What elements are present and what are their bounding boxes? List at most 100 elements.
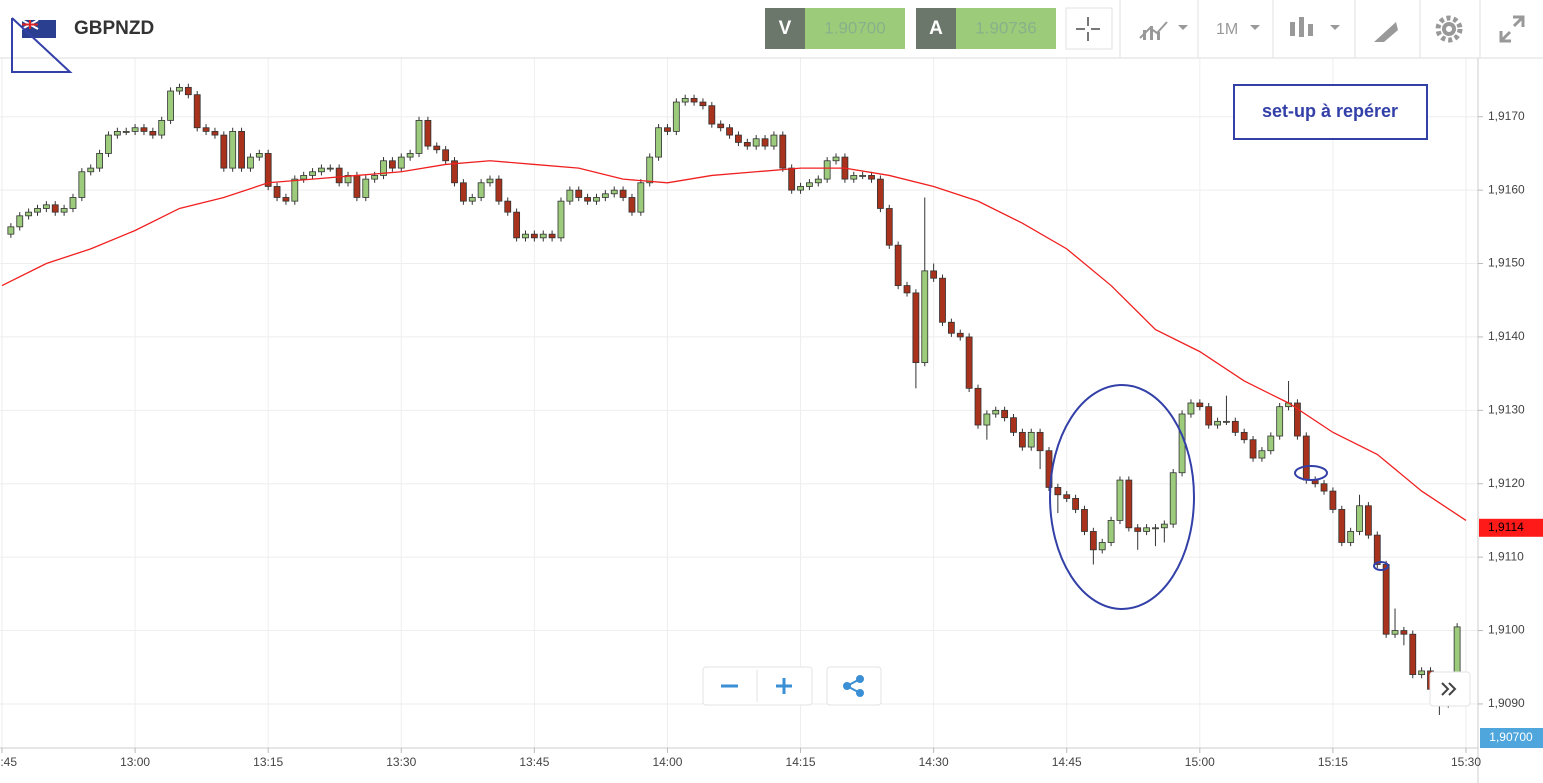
candle-body xyxy=(601,193,609,198)
scroll-right-button[interactable] xyxy=(1429,671,1471,707)
candle-body xyxy=(1116,479,1124,521)
candle-body xyxy=(69,197,77,209)
candle-body xyxy=(1382,564,1390,635)
indicators-button[interactable] xyxy=(1290,17,1340,37)
candle-body xyxy=(939,277,946,323)
candle-body xyxy=(291,178,299,202)
candle-body xyxy=(51,204,59,213)
candle-body xyxy=(1258,450,1266,459)
buy-button[interactable]: A 1.90736 xyxy=(916,8,1056,49)
candle-body xyxy=(158,119,166,136)
candle-body xyxy=(388,160,396,169)
candle-body xyxy=(96,153,103,169)
candle-body xyxy=(912,292,920,364)
zoom-in-button[interactable] xyxy=(776,678,792,694)
candle-body xyxy=(255,153,263,158)
candle-body xyxy=(176,86,183,92)
x-tick-label: 13:45 xyxy=(519,755,549,769)
candle-body xyxy=(956,332,964,338)
sell-button[interactable]: V 1.90700 xyxy=(765,8,905,49)
candle-body xyxy=(664,127,671,132)
x-tick-label: 14:00 xyxy=(652,755,682,769)
candle-body xyxy=(7,226,15,235)
candle-body xyxy=(1196,402,1204,408)
candle-body xyxy=(699,101,707,107)
candle-body xyxy=(504,200,512,213)
candle-body xyxy=(442,149,450,162)
candle-body xyxy=(495,178,503,202)
candle-body xyxy=(983,413,991,426)
candle-body xyxy=(335,167,343,184)
candle-body xyxy=(1081,509,1088,532)
candle-body xyxy=(1169,472,1177,525)
candle-body xyxy=(894,244,902,286)
candle-body xyxy=(247,156,254,169)
buy-price: 1.90736 xyxy=(975,18,1036,37)
y-tick-label: 1,9110 xyxy=(1488,549,1524,563)
candle-body xyxy=(575,189,583,198)
x-tick-label: 14:30 xyxy=(919,755,949,769)
candle-body xyxy=(1320,483,1328,492)
candle-body xyxy=(1187,402,1195,415)
candle-body xyxy=(468,197,476,202)
annotations: set-up à repérer xyxy=(1049,84,1428,610)
bid-axis-label: 1,90700 xyxy=(1480,728,1543,748)
timeframe-button[interactable]: 1M xyxy=(1216,21,1260,38)
candle-body xyxy=(25,211,33,217)
candle-body xyxy=(1089,531,1097,551)
x-tick-label: 13:00 xyxy=(120,755,150,769)
ma-axis-label: 1,9114 xyxy=(1488,520,1524,534)
candle-body xyxy=(628,197,636,213)
candle-body xyxy=(1400,630,1408,635)
candle-body xyxy=(1063,494,1071,499)
candle-body xyxy=(362,178,370,198)
candle-body xyxy=(78,171,86,198)
candle-body xyxy=(1302,435,1310,481)
sell-letter: V xyxy=(779,18,792,39)
candle-body xyxy=(708,105,716,125)
candle-body xyxy=(1365,505,1372,536)
candle-body xyxy=(1373,534,1381,565)
candle-body xyxy=(788,167,796,191)
candle-body xyxy=(1347,531,1355,543)
candle-body xyxy=(1205,406,1213,426)
settings-button[interactable] xyxy=(1435,15,1463,43)
y-tick-label: 1,9120 xyxy=(1488,476,1525,490)
x-tick-label: 15:15 xyxy=(1318,755,1348,769)
x-tick-label: 15:30 xyxy=(1451,755,1481,769)
drawing-button[interactable] xyxy=(1374,22,1398,42)
candle-body xyxy=(797,186,804,191)
y-tick-label: 1,9170 xyxy=(1488,109,1525,123)
candle-body xyxy=(406,153,414,158)
candle-body xyxy=(1036,431,1044,452)
candle-body xyxy=(167,90,174,121)
candle-body xyxy=(584,197,591,202)
candle-body xyxy=(282,197,290,202)
candle-body xyxy=(610,189,618,195)
candle-body xyxy=(947,321,955,334)
candle-body xyxy=(672,101,680,132)
candle-body xyxy=(1276,406,1284,437)
x-tick-label: 14:15 xyxy=(786,755,816,769)
candle-body xyxy=(300,175,308,180)
candle-body xyxy=(868,175,875,180)
candle-body xyxy=(60,208,68,213)
candle-body xyxy=(1418,670,1426,675)
candle-body xyxy=(1054,487,1062,496)
candle-body xyxy=(424,119,432,147)
axes: 1,9090 1,9100 1,9110 1,9120 1,9130 1,9140 1,91… xyxy=(0,58,1543,783)
share-button[interactable] xyxy=(826,666,882,706)
chart-type-button[interactable] xyxy=(1139,21,1188,40)
candle-body xyxy=(548,233,556,239)
candle-body xyxy=(566,189,574,202)
fullscreen-button[interactable] xyxy=(1499,15,1525,43)
candle-body xyxy=(486,178,494,184)
candle-body xyxy=(140,127,148,132)
candle-body xyxy=(992,409,1000,415)
buy-letter: A xyxy=(929,18,943,39)
candle-body xyxy=(1249,439,1257,459)
candle-body xyxy=(903,285,911,294)
candle-body xyxy=(717,123,725,129)
candle-body xyxy=(451,160,458,184)
crosshair-button[interactable] xyxy=(1065,7,1113,50)
